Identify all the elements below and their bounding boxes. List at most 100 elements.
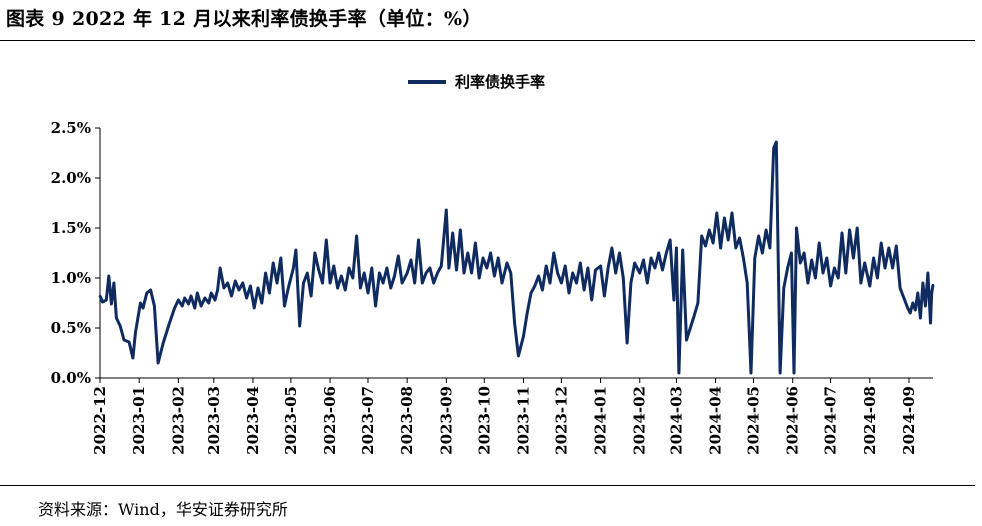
data-point	[757, 234, 760, 238]
data-point	[837, 276, 840, 280]
data-point	[153, 304, 156, 308]
data-point	[131, 356, 135, 360]
data-point	[110, 302, 113, 306]
data-point	[309, 294, 313, 298]
data-point	[424, 271, 428, 275]
data-point	[139, 301, 142, 305]
data-point	[825, 256, 828, 260]
data-point	[393, 274, 396, 278]
data-point	[421, 281, 424, 285]
data-point	[675, 246, 678, 250]
data-point	[863, 261, 866, 265]
data-point	[642, 258, 645, 262]
data-point	[545, 264, 548, 268]
data-point	[856, 226, 859, 230]
data-point	[618, 251, 621, 255]
data-point	[821, 271, 825, 275]
data-point	[653, 266, 657, 270]
data-point	[685, 338, 688, 342]
data-point	[775, 140, 778, 144]
x-tick-label: 2024-05	[745, 386, 763, 455]
data-point	[848, 228, 851, 232]
data-point	[711, 241, 715, 245]
data-point	[753, 256, 756, 260]
data-point	[98, 294, 102, 298]
data-point	[810, 258, 813, 262]
data-point	[571, 271, 574, 275]
data-point	[374, 304, 377, 308]
y-tick-label: 0.0%	[51, 369, 91, 387]
data-point	[347, 266, 351, 270]
series-line	[98, 140, 935, 375]
data-point	[906, 306, 909, 310]
x-tick-label: 2024-09	[900, 386, 918, 455]
data-point	[727, 238, 730, 242]
data-point	[497, 256, 500, 260]
data-point	[344, 288, 347, 292]
x-tick-label: 2023-06	[321, 386, 339, 455]
data-point	[122, 338, 126, 342]
data-point	[818, 241, 821, 245]
data-point	[268, 291, 271, 295]
data-point	[657, 251, 660, 255]
data-point	[199, 304, 203, 308]
data-point	[708, 228, 711, 232]
data-point	[218, 266, 222, 270]
data-point	[279, 256, 282, 260]
data-point	[898, 286, 902, 290]
data-point	[162, 341, 165, 345]
data-point	[689, 326, 692, 330]
data-point	[638, 271, 641, 275]
data-point	[400, 281, 404, 285]
x-tick-label: 2023-04	[244, 386, 262, 455]
data-point	[924, 304, 927, 308]
data-point	[478, 276, 481, 280]
data-point	[168, 321, 171, 325]
data-point	[445, 208, 448, 212]
data-point	[127, 340, 131, 344]
data-point	[440, 264, 443, 268]
data-point	[761, 251, 764, 255]
data-point	[930, 291, 933, 295]
data-point	[397, 254, 400, 258]
legend: 利率债换手率	[408, 73, 545, 91]
data-point	[692, 314, 696, 318]
data-point	[213, 298, 217, 302]
data-point	[661, 268, 664, 272]
y-tick-label: 2.0%	[51, 169, 91, 187]
data-point	[253, 306, 256, 310]
data-point	[786, 266, 789, 270]
data-point	[782, 286, 785, 290]
data-point	[107, 274, 111, 278]
data-point	[625, 341, 629, 345]
data-point	[105, 298, 108, 302]
data-point	[207, 301, 210, 305]
data-point	[768, 246, 772, 250]
data-point	[134, 331, 137, 335]
data-point	[351, 276, 354, 280]
data-point	[681, 248, 684, 252]
data-point	[336, 286, 339, 290]
data-point	[417, 238, 420, 242]
data-point	[226, 281, 229, 285]
data-point	[413, 281, 416, 285]
data-point	[230, 294, 233, 298]
x-tick-label: 2023-12	[552, 386, 570, 455]
data-point	[891, 266, 894, 270]
data-point	[746, 281, 749, 285]
data-point	[548, 281, 552, 285]
data-point	[672, 298, 676, 302]
data-point	[919, 316, 922, 320]
data-point	[909, 311, 912, 315]
data-point	[187, 302, 190, 306]
data-point	[474, 241, 477, 245]
data-point	[363, 271, 366, 275]
x-axis: 2022-12 2023-01 2023-02 2023-03 2023-04 2023-…	[91, 377, 933, 455]
data-point	[579, 261, 582, 265]
data-point	[575, 281, 578, 285]
data-point	[101, 300, 104, 304]
top-rule	[0, 40, 975, 41]
data-point	[880, 241, 883, 245]
data-point	[529, 291, 533, 295]
data-point	[582, 288, 586, 292]
